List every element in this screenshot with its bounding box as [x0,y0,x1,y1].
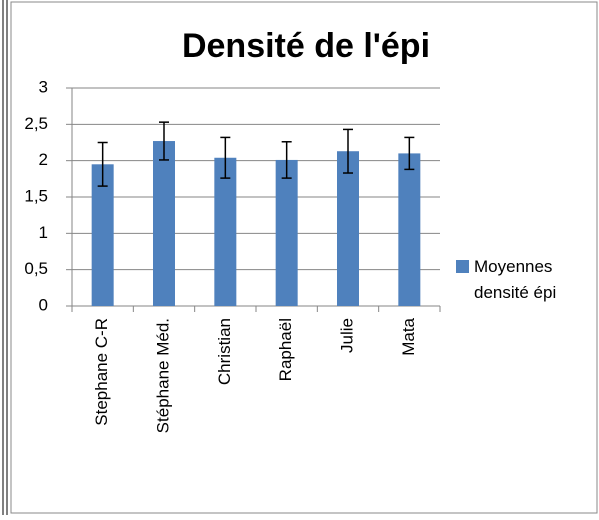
x-tick-label: Julie [337,318,356,353]
error-bar [220,136,231,179]
y-tick-label: 2 [39,150,48,169]
error-bar [159,121,169,161]
x-tick-label: Stephane C-R [92,318,111,426]
chart-border [10,1,598,514]
y-tick-label: 2,5 [24,114,48,133]
y-tick-label: 1 [39,223,48,242]
bar [214,157,237,306]
y-tick-label: 0 [39,295,48,314]
error-bar [281,141,292,179]
x-tick-label: Raphaël [276,318,295,381]
legend-label: Moyennes densité épi [474,257,557,302]
y-tick-label: 1,5 [24,186,48,205]
bar [337,151,359,306]
error-bar [97,141,108,187]
y-tick-label: 3 [39,77,48,96]
bar [153,141,175,306]
error-bar [404,136,415,171]
error-bar [343,128,353,174]
bar [275,159,298,306]
chart-title: Densité de l'épi [182,27,430,65]
y-tick-label: 0,5 [24,259,48,278]
x-tick-label: Mata [399,317,418,355]
x-tick-label: Christian [215,318,234,385]
bar [91,164,114,306]
legend-swatch [456,260,469,273]
bar [398,153,421,306]
x-tick-label: Stéphane Méd. [153,318,172,433]
